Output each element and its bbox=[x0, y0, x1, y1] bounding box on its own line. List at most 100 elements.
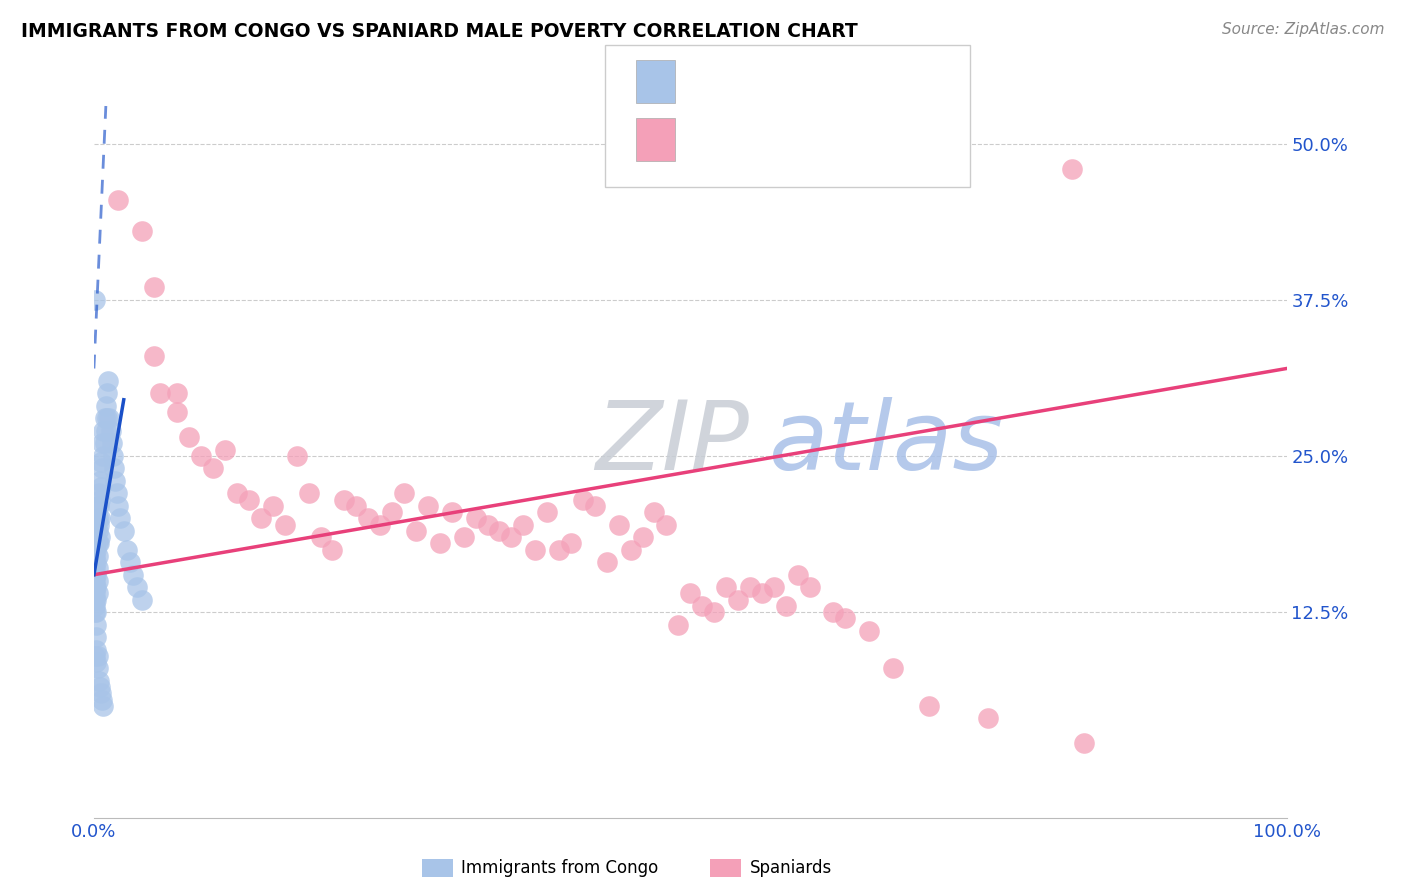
Point bbox=[89, 680, 111, 694]
Point bbox=[131, 224, 153, 238]
Point bbox=[440, 505, 463, 519]
Point bbox=[100, 424, 122, 438]
Point bbox=[775, 599, 797, 613]
Point bbox=[86, 555, 108, 569]
Point bbox=[560, 536, 582, 550]
Point bbox=[607, 517, 630, 532]
Point bbox=[166, 386, 188, 401]
Point bbox=[405, 524, 427, 538]
Point bbox=[977, 711, 1000, 725]
Point bbox=[117, 542, 139, 557]
Point bbox=[918, 698, 941, 713]
Point bbox=[464, 511, 486, 525]
Point bbox=[524, 542, 547, 557]
Point bbox=[86, 605, 108, 619]
Point bbox=[596, 555, 619, 569]
Point bbox=[86, 586, 108, 600]
Point bbox=[101, 449, 124, 463]
Point bbox=[86, 617, 108, 632]
Text: Immigrants from Congo: Immigrants from Congo bbox=[461, 859, 658, 877]
Point bbox=[107, 193, 129, 207]
Point bbox=[333, 492, 356, 507]
Point bbox=[84, 648, 107, 663]
Point bbox=[87, 536, 110, 550]
Text: N = 75: N = 75 bbox=[823, 72, 896, 92]
Text: R = 0.285: R = 0.285 bbox=[689, 130, 796, 150]
Point bbox=[131, 592, 153, 607]
Point bbox=[858, 624, 880, 638]
Point bbox=[274, 517, 297, 532]
Point bbox=[416, 499, 439, 513]
Point bbox=[86, 567, 108, 582]
Point bbox=[84, 574, 107, 588]
Point bbox=[86, 661, 108, 675]
Text: IMMIGRANTS FROM CONGO VS SPANIARD MALE POVERTY CORRELATION CHART: IMMIGRANTS FROM CONGO VS SPANIARD MALE P… bbox=[21, 22, 858, 41]
Point bbox=[86, 536, 108, 550]
Point bbox=[84, 293, 107, 307]
Point bbox=[368, 517, 391, 532]
Point bbox=[96, 411, 118, 425]
Point bbox=[643, 505, 665, 519]
Point bbox=[93, 698, 115, 713]
Point bbox=[84, 567, 107, 582]
Point bbox=[297, 486, 319, 500]
Point bbox=[392, 486, 415, 500]
Point bbox=[655, 517, 678, 532]
Point bbox=[93, 449, 115, 463]
Point bbox=[86, 530, 108, 544]
Point bbox=[179, 430, 201, 444]
Point bbox=[103, 461, 125, 475]
Point bbox=[86, 642, 108, 657]
Point bbox=[93, 436, 115, 450]
Point bbox=[89, 492, 111, 507]
Point bbox=[250, 511, 273, 525]
Point bbox=[84, 605, 107, 619]
Point bbox=[262, 499, 284, 513]
Point bbox=[142, 349, 165, 363]
Point bbox=[882, 661, 904, 675]
Point bbox=[84, 549, 107, 563]
Point bbox=[86, 499, 108, 513]
Point bbox=[166, 405, 188, 419]
Point bbox=[104, 474, 127, 488]
Point bbox=[453, 530, 475, 544]
Point bbox=[87, 486, 110, 500]
Point bbox=[84, 536, 107, 550]
Point bbox=[202, 461, 225, 475]
Text: atlas: atlas bbox=[768, 397, 1002, 490]
Point bbox=[799, 580, 821, 594]
Point bbox=[91, 461, 114, 475]
Text: R = 0.487: R = 0.487 bbox=[689, 72, 796, 92]
Point bbox=[91, 436, 114, 450]
Point bbox=[690, 599, 713, 613]
Point bbox=[93, 424, 115, 438]
Point bbox=[96, 386, 118, 401]
Point bbox=[84, 586, 107, 600]
Point bbox=[86, 630, 108, 644]
Point bbox=[86, 655, 108, 669]
Point bbox=[309, 530, 332, 544]
Point bbox=[344, 499, 367, 513]
Point bbox=[631, 530, 654, 544]
Point bbox=[94, 399, 117, 413]
Point bbox=[488, 524, 510, 538]
Point bbox=[86, 561, 108, 575]
Point bbox=[214, 442, 236, 457]
Text: Source: ZipAtlas.com: Source: ZipAtlas.com bbox=[1222, 22, 1385, 37]
Point bbox=[86, 592, 108, 607]
Point bbox=[381, 505, 404, 519]
Point bbox=[86, 549, 108, 563]
Point bbox=[90, 686, 112, 700]
Point bbox=[727, 592, 749, 607]
Point bbox=[98, 411, 121, 425]
Point bbox=[1060, 161, 1083, 176]
Point bbox=[89, 474, 111, 488]
Point bbox=[823, 605, 845, 619]
Point bbox=[1073, 736, 1095, 750]
Point bbox=[84, 592, 107, 607]
Point bbox=[89, 530, 111, 544]
Point bbox=[86, 524, 108, 538]
Point bbox=[86, 580, 108, 594]
Point bbox=[86, 648, 108, 663]
Text: N = 68: N = 68 bbox=[823, 130, 896, 150]
